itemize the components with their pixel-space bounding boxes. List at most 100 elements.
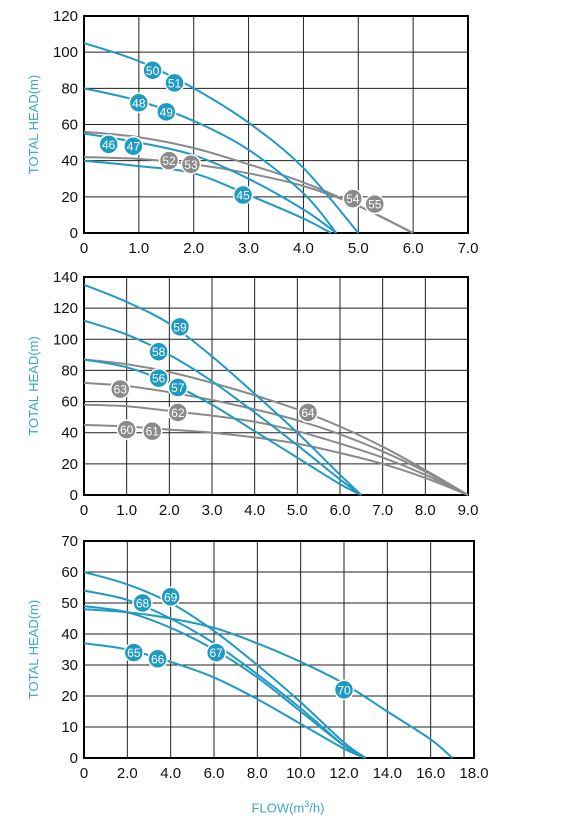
y-tick-label: 60 [61,564,78,581]
series-marker-63: 63 [110,378,131,400]
series-marker-47: 47 [123,135,144,157]
series-label: 66 [151,652,165,666]
series-line-50 [83,42,360,234]
plot-frame [83,540,475,759]
series-marker-55: 55 [364,193,385,215]
y-tick-label: 80 [61,362,78,379]
x-tick-label: 4.0 [293,240,314,257]
y-tick-label: 0 [70,487,78,504]
x-tick-label: 3.0 [238,240,259,257]
y-tick-label: 140 [53,269,78,286]
x-tick-label: 6.0 [330,502,351,519]
series-label: 54 [346,192,360,206]
series-label: 67 [209,646,223,660]
x-axis-title-suffix: /h) [309,800,325,816]
series-marker-57: 57 [167,377,189,398]
series-line-68 [83,589,367,759]
y-tick-label: 120 [53,300,78,317]
y-tick-label: 20 [61,688,78,705]
x-tick-label: 4.0 [244,502,265,519]
series-line-69 [83,571,367,759]
y-tick-label: 60 [61,394,78,411]
series-line-58 [83,319,362,496]
y-tick-label: 80 [61,80,78,97]
y-axis-title: TOTAL HEAD(m) [26,336,41,435]
series-label: 57 [171,381,185,395]
x-tick-label: 7.0 [372,502,393,519]
x-tick-label: 7.0 [458,240,479,257]
series-marker-61: 61 [142,420,163,442]
y-tick-label: 20 [61,456,78,473]
y-tick-label: 40 [61,153,78,170]
y-tick-label: 60 [61,117,78,134]
y-tick-label: 20 [61,189,78,206]
series-line-63 [83,381,469,496]
y-axis-title: TOTAL HEAD(m) [26,600,41,699]
x-tick-label: 4.0 [160,765,181,782]
x-tick-label: 2.0 [183,240,204,257]
x-tick-label: 5.0 [287,502,308,519]
x-tick-label: 16.0 [416,765,445,782]
x-tick-label: 18.0 [459,765,488,782]
x-tick-label: 9.0 [458,502,479,519]
series-label: 63 [114,383,128,397]
series-label: 61 [146,425,160,439]
series-marker-49: 49 [156,101,177,123]
series-label: 52 [162,154,176,168]
series-line-64 [83,358,469,496]
x-axis-title: FLOW(m3/h) [218,799,358,815]
series-line-65 [83,642,367,759]
x-tick-label: 12.0 [329,765,358,782]
x-tick-label: 8.0 [415,502,436,519]
y-tick-label: 100 [53,44,78,61]
x-axis-title-sup: 3 [304,799,310,809]
y-tick-label: 0 [70,225,78,242]
x-tick-label: 6.0 [403,240,424,257]
series-label: 55 [368,198,382,212]
series-marker-54: 54 [342,188,364,209]
y-tick-label: 10 [61,719,78,736]
series-label: 56 [152,372,166,386]
series-marker-53: 53 [180,154,202,175]
x-tick-label: 0 [80,502,88,519]
y-tick-label: 70 [61,533,78,550]
series-marker-51: 51 [164,72,185,94]
series-marker-68: 68 [132,592,153,614]
series-label: 60 [120,423,134,437]
series-label: 53 [184,158,198,172]
series-marker-64: 64 [297,402,319,423]
series-label: 70 [337,683,351,697]
series-marker-46: 46 [98,134,119,155]
series-marker-59: 59 [169,316,191,338]
series-marker-66: 66 [147,648,168,670]
series-label: 46 [102,138,116,152]
series-marker-60: 60 [116,419,137,440]
series-label: 48 [132,96,146,110]
x-tick-label: 0 [80,240,88,257]
series-line-70 [83,608,453,759]
series-label: 45 [236,189,250,203]
y-tick-label: 50 [61,595,78,612]
x-tick-label: 10.0 [286,765,315,782]
series-label: 65 [127,646,141,660]
series-line-59 [83,283,362,496]
series-label: 62 [171,406,185,420]
series-marker-65: 65 [123,642,145,663]
series-marker-50: 50 [142,60,163,81]
plot-frame [83,15,469,234]
x-tick-label: 0 [80,765,88,782]
series-marker-62: 62 [167,402,189,423]
x-tick-label: 3.0 [202,502,223,519]
x-tick-label: 6.0 [204,765,225,782]
y-tick-label: 40 [61,626,78,643]
series-marker-69: 69 [160,586,181,608]
chart-1: 0 1.0 2.0 3.0 4.0 5.0 6.0 7.0 0 20 40 60 80 100 120 TOT… [26,8,478,257]
series-line-46 [83,132,337,234]
series-marker-58: 58 [148,341,169,362]
series-line-56 [83,358,362,496]
series-line-62 [83,403,469,496]
series-label: 58 [152,345,166,359]
series-marker-48: 48 [128,92,150,114]
y-tick-label: 120 [53,8,78,25]
series-marker-52: 52 [158,150,180,171]
